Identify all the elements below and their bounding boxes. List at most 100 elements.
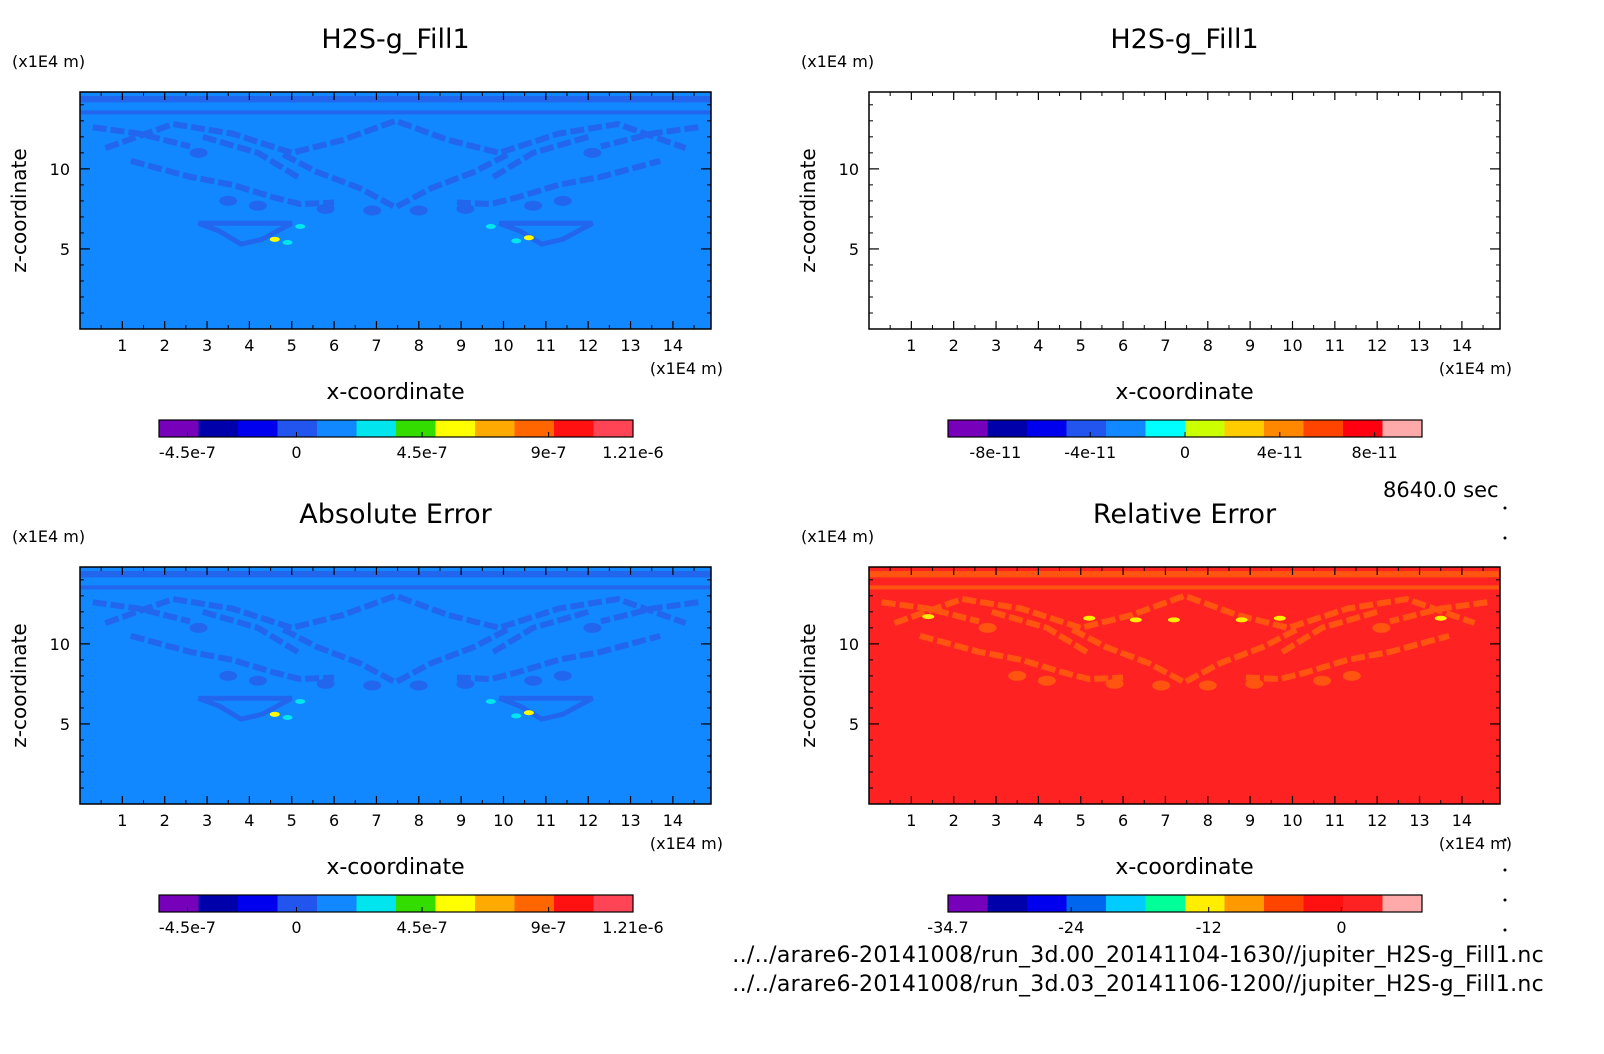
x-axis-label: x-coordinate: [1115, 855, 1253, 880]
colorbar-swatch: [1106, 420, 1146, 437]
edge-dot: [1503, 898, 1507, 902]
y-axis-label: z-coordinate: [796, 623, 820, 747]
contour-line: [104, 592, 687, 631]
y-tick-label: 5: [849, 715, 859, 734]
peak-spot: [485, 224, 496, 230]
contour-blob: [583, 147, 602, 158]
x-tick-label: 1: [906, 336, 916, 355]
contour-blob: [1105, 678, 1124, 689]
x-tick-label: 5: [1076, 811, 1086, 830]
contour-line: [600, 124, 699, 150]
contour-blob: [524, 200, 543, 211]
x-tick-label: 11: [1325, 811, 1345, 830]
field-layer: [80, 92, 711, 329]
colorbar-swatch: [198, 895, 239, 912]
colorbar-tick-label: -4.5e-7: [159, 443, 216, 462]
colorbar-tick-label: 4.5e-7: [396, 443, 447, 462]
colorbar-tick-label: -4.5e-7: [159, 918, 216, 937]
x-tick-label: 12: [1367, 336, 1387, 355]
y-unit-label: (x1E4 m): [12, 52, 85, 71]
colorbar-tick-label: 8e-11: [1352, 443, 1398, 462]
x-tick-label: 11: [536, 336, 556, 355]
x-tick-label: 4: [1033, 336, 1043, 355]
band-top: [80, 571, 711, 578]
contour-blob: [524, 675, 543, 686]
x-tick-label: 1: [117, 811, 127, 830]
x-tick-label: 3: [202, 336, 212, 355]
x-tick-label: 9: [1245, 811, 1255, 830]
field-background: [80, 92, 711, 329]
time-stamp: 8640.0 sec: [1383, 478, 1499, 502]
contour-blob: [1342, 670, 1361, 681]
x-unit-label: (x1E4 m): [650, 834, 723, 853]
x-tick-label: 14: [1452, 811, 1472, 830]
x-tick-label: 9: [456, 811, 466, 830]
colorbar-swatch: [593, 895, 634, 912]
contour-blob: [363, 205, 382, 216]
colorbar-swatch: [514, 420, 555, 437]
colorbar-frame: [158, 894, 634, 913]
contour-line: [919, 632, 1124, 683]
contour-line: [281, 626, 510, 686]
colorbar-tick-label: 4.5e-7: [396, 918, 447, 937]
x-tick-label: 7: [371, 811, 381, 830]
colorbar-swatch: [1145, 895, 1186, 912]
x-tick-label: 13: [620, 336, 640, 355]
x-tick-label: 10: [493, 336, 513, 355]
contour-blob: [409, 205, 428, 216]
x-tick-label: 11: [536, 811, 556, 830]
contour-blob: [316, 678, 335, 689]
peak-spot: [269, 711, 280, 717]
colorbar-swatch: [198, 420, 239, 437]
colorbar-swatch: [238, 895, 278, 912]
colorbar-swatch: [475, 895, 515, 912]
colorbar-tick-label: 0: [291, 443, 301, 462]
x-tick-label: 7: [371, 336, 381, 355]
x-tick-label: 5: [1076, 336, 1086, 355]
contour-lens: [498, 695, 594, 722]
colorbar-swatch: [1106, 895, 1146, 912]
colorbar-tick-label: 1.21e-6: [602, 918, 663, 937]
band-upper: [869, 585, 1500, 590]
colorbar-swatch: [987, 895, 1028, 912]
contour-blob: [1037, 675, 1056, 686]
x-tick-label: 8: [1203, 336, 1213, 355]
contour-lens: [197, 220, 293, 247]
x-tick-label: 10: [493, 811, 513, 830]
contour-blob: [1008, 670, 1027, 681]
plot-frame: [868, 91, 1501, 330]
contour-blob: [248, 200, 267, 211]
x-tick-label: 9: [456, 336, 466, 355]
colorbar-tick-label: 0: [1180, 443, 1190, 462]
source-file-1: ../../arare6-20141008/run_3d.00_20141104…: [732, 943, 1544, 968]
contour-blob: [189, 147, 208, 158]
contour-line: [489, 608, 590, 657]
contour-line: [201, 608, 302, 657]
colorbar: -8e-11 -4e-11 0 4e-11 8e-11: [947, 419, 1423, 462]
contour-blob: [316, 203, 335, 214]
peak-spot: [1434, 615, 1447, 621]
contour-blob: [1245, 678, 1264, 689]
colorbar-swatch: [1066, 420, 1107, 437]
band-top: [869, 571, 1500, 578]
x-tick-label: 12: [578, 336, 598, 355]
colorbar-swatch: [1264, 895, 1304, 912]
x-tick-label: 8: [414, 811, 424, 830]
contour-line: [1278, 608, 1379, 657]
colorbar-swatch: [277, 895, 318, 912]
contour-blob: [553, 670, 572, 681]
contour-blob: [248, 675, 267, 686]
contour-line: [130, 157, 335, 208]
contour-line: [104, 117, 687, 156]
panel-bottom-left: Absolute Error(x1E4 m)1 2 3 4 5 6 7 8 9 10 11 12 13 1…: [7, 499, 723, 937]
contour-blob: [1313, 675, 1332, 686]
colorbar-tick-label: 9e-7: [531, 918, 567, 937]
peak-spot: [511, 713, 522, 719]
contour-line: [1245, 632, 1450, 683]
colorbar-swatch: [159, 420, 199, 437]
colorbar-swatch: [1343, 895, 1383, 912]
peak-spot: [1167, 617, 1180, 623]
colorbar-swatch: [1027, 895, 1067, 912]
y-unit-label: (x1E4 m): [12, 527, 85, 546]
y-axis-label: z-coordinate: [7, 623, 31, 747]
